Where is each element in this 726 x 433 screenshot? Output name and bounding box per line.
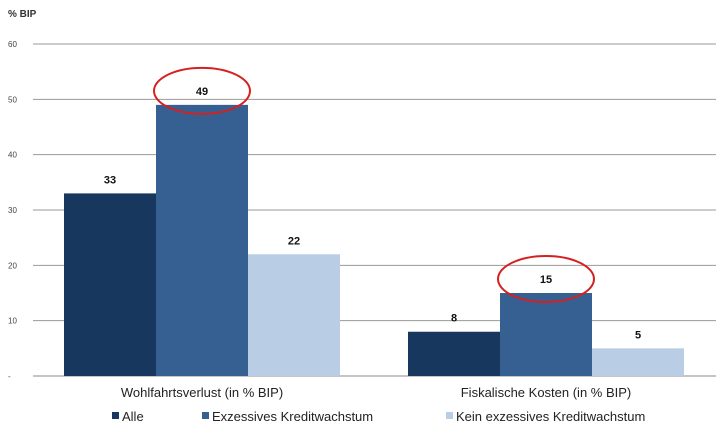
legend-label-alle: Alle: [122, 409, 144, 424]
data-label-alle-0: 33: [104, 174, 116, 186]
data-label-kein-exzessives-kreditwachstum-0: 22: [288, 235, 300, 247]
category-label-0: Wohlfahrtsverlust (in % BIP): [121, 385, 283, 400]
legend-label-exzessives-kreditwachstum: Exzessives Kreditwachstum: [212, 409, 373, 424]
legend-swatch-kein-exzessives-kreditwachstum: [446, 412, 453, 419]
legend-swatch-exzessives-kreditwachstum: [202, 412, 209, 419]
highlight-ellipse-1: [497, 255, 595, 303]
legend-label-kein-exzessives-kreditwachstum: Kein exzessives Kreditwachstum: [456, 409, 645, 424]
y-tick-label-10: 10: [8, 317, 17, 326]
bar-alle-1: [408, 331, 500, 376]
data-label-exzessives-kreditwachstum-1: 15: [540, 274, 552, 286]
y-tick-label-30: 30: [8, 206, 17, 215]
y-tick-label-50: 50: [8, 95, 17, 104]
data-label-kein-exzessives-kreditwachstum-1: 5: [635, 329, 641, 341]
y-axis-label: % BIP: [8, 9, 37, 20]
legend-swatch-alle: [112, 412, 119, 419]
bar-kein-exzessives-kreditwachstum-1: [592, 348, 684, 376]
data-label-alle-1: 8: [451, 313, 457, 325]
bar-kein-exzessives-kreditwachstum-0: [248, 254, 340, 376]
bar-exzessives-kreditwachstum-0: [156, 104, 248, 376]
bar-alle-0: [64, 193, 156, 376]
y-tick-label-40: 40: [8, 151, 17, 160]
highlight-ellipse-0: [153, 66, 251, 115]
y-tick-label-60: 60: [8, 40, 17, 49]
y-tick-label-0: -: [8, 372, 11, 381]
bar-exzessives-kreditwachstum-1: [500, 293, 592, 376]
category-label-1: Fiskalische Kosten (in % BIP): [461, 385, 632, 400]
y-tick-label-20: 20: [8, 261, 17, 270]
data-label-exzessives-kreditwachstum-0: 49: [196, 86, 208, 98]
